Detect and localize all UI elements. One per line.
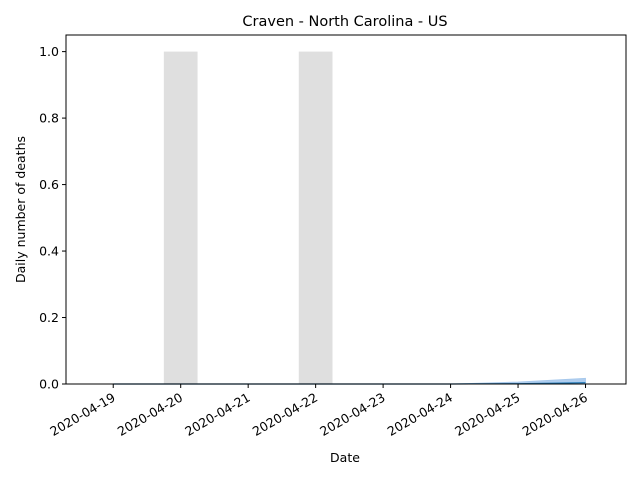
x-tick-label: 2020-04-21: [182, 390, 252, 439]
y-tick-label: 1.0: [39, 44, 59, 59]
plot-area: [113, 51, 586, 385]
y-tick-label: 0.4: [39, 244, 59, 259]
x-tick-label: 2020-04-25: [452, 390, 522, 439]
y-tick-label: 0.6: [39, 177, 59, 192]
x-tick-label: 2020-04-26: [520, 390, 590, 439]
x-tick-label: 2020-04-22: [250, 390, 320, 439]
x-axis-label: Date: [330, 450, 360, 465]
x-tick-label: 2020-04-19: [47, 390, 117, 439]
chart-title: Craven - North Carolina - US: [242, 14, 447, 30]
bar-2020-04-22: [298, 51, 333, 384]
y-axis-label: Daily number of deaths: [13, 136, 28, 283]
x-tick-label: 2020-04-23: [317, 390, 387, 439]
bar-2020-04-20: [163, 51, 198, 384]
x-axis: 2020-04-192020-04-202020-04-212020-04-22…: [47, 384, 590, 439]
y-tick-label: 0.0: [39, 377, 59, 392]
x-tick-label: 2020-04-24: [385, 390, 455, 439]
y-tick-label: 0.2: [39, 310, 59, 325]
y-axis: 0.0 0.2 0.4 0.6 0.8 1.0: [39, 44, 66, 392]
plot-frame: [65, 34, 627, 385]
y-tick-label: 0.8: [39, 111, 59, 126]
x-tick-label: 2020-04-20: [115, 390, 185, 439]
